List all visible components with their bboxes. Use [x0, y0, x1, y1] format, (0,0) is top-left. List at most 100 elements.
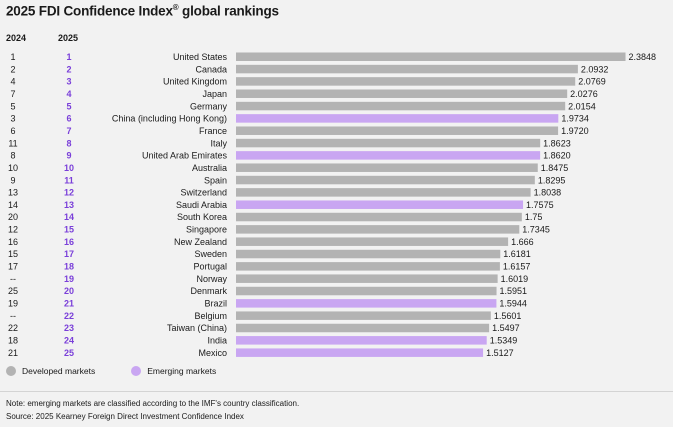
legend-emerging: Emerging markets [131, 366, 216, 376]
rank-2024: 6 [10, 126, 15, 136]
bar [236, 114, 559, 123]
rank-2025: 13 [64, 200, 74, 210]
value-label: 1.8623 [543, 138, 571, 148]
value-label: 1.666 [511, 237, 534, 247]
rank-2024: 22 [8, 323, 18, 333]
rank-2024: 11 [8, 138, 17, 148]
bar [236, 336, 487, 345]
value-label: 2.0154 [568, 101, 596, 111]
value-label: 1.8038 [534, 188, 562, 198]
category-label: Singapore [186, 225, 227, 235]
category-label: United Kingdom [163, 77, 227, 87]
rank-2025: 1 [66, 52, 71, 62]
value-label: 1.75 [525, 212, 543, 222]
rank-2025: 21 [64, 299, 74, 309]
rank-2024: 3 [10, 114, 15, 124]
value-label: 1.9734 [561, 114, 589, 124]
bar [236, 200, 524, 209]
bar [236, 311, 491, 320]
chart-title: 2025 FDI Confidence Index® global rankin… [6, 3, 279, 19]
bar [236, 212, 522, 222]
rank-2025: 12 [64, 188, 74, 198]
category-label: Canada [195, 64, 227, 74]
rank-2024: 5 [10, 101, 15, 111]
category-label: Switzerland [180, 188, 227, 198]
value-label: 1.5349 [490, 336, 518, 346]
value-label: 1.6019 [501, 274, 529, 284]
bar [236, 126, 559, 135]
rank-2024: 7 [10, 89, 15, 99]
value-label: 1.5497 [492, 323, 520, 333]
value-label: 1.7575 [526, 200, 554, 210]
bar [236, 323, 490, 333]
rank-2025: 3 [66, 77, 71, 87]
footnote: Note: emerging markets are classified ac… [6, 399, 300, 408]
bar [236, 299, 497, 308]
rank-2024: 14 [8, 200, 18, 210]
category-label: China (including Hong Kong) [112, 114, 227, 124]
bar [236, 175, 535, 185]
bar [236, 237, 509, 246]
legend-emerging-swatch [131, 366, 142, 376]
value-label: 2.3848 [629, 52, 657, 62]
value-label: 1.8295 [538, 175, 566, 185]
rank-2025: 18 [64, 262, 74, 272]
category-label: United Arab Emirates [142, 151, 228, 161]
rank-2024: 18 [8, 336, 18, 346]
rank-2024: 4 [10, 77, 15, 87]
category-label: Italy [210, 138, 227, 148]
category-label: Norway [196, 274, 227, 284]
category-label: Saudi Arabia [176, 200, 227, 210]
bar [236, 77, 576, 86]
category-label: Mexico [198, 348, 227, 358]
bar [236, 262, 500, 271]
rank-2024: 20 [8, 212, 18, 222]
bar [236, 151, 541, 160]
rank-2024: 17 [8, 262, 18, 272]
rank-2024: 8 [10, 151, 15, 161]
category-label: Brazil [204, 299, 227, 309]
source-note: Source: 2025 Kearney Foreign Direct Inve… [6, 412, 244, 421]
bar [236, 225, 520, 234]
header-2024: 2024 [6, 33, 27, 43]
rank-2024: 2 [10, 64, 15, 74]
rank-2024: 15 [8, 249, 18, 259]
rank-2025: 9 [66, 151, 71, 161]
rank-2025: 6 [66, 114, 71, 124]
legend-developed-label: Developed markets [22, 366, 96, 376]
rank-2025: 19 [64, 274, 74, 284]
bar [236, 89, 568, 98]
rank-2025: 24 [64, 336, 74, 346]
bar [236, 286, 497, 296]
value-label: 1.5127 [486, 348, 514, 358]
rank-2025: 16 [64, 237, 74, 247]
rank-2024: 1 [10, 52, 15, 62]
bar [236, 188, 531, 197]
rank-2025: 11 [64, 175, 74, 185]
rank-2025: 8 [66, 138, 71, 148]
rank-2025: 10 [64, 163, 74, 173]
rank-2025: 7 [66, 126, 71, 136]
rank-2025: 17 [64, 249, 74, 259]
category-label: France [199, 126, 227, 136]
value-label: 1.6157 [503, 262, 531, 272]
category-label: Taiwan (China) [167, 323, 227, 333]
value-label: 2.0769 [578, 77, 606, 87]
bar [236, 163, 538, 172]
header-2025: 2025 [58, 33, 79, 43]
category-label: Portugal [193, 262, 227, 272]
rank-2024: -- [10, 274, 16, 284]
rank-2025: 25 [64, 348, 74, 358]
rank-2024: 19 [8, 299, 18, 309]
rank-2024: 13 [8, 188, 18, 198]
category-label: New Zealand [174, 237, 227, 247]
rank-2024: 21 [8, 348, 18, 358]
value-label: 1.5944 [499, 299, 527, 309]
bar [236, 274, 498, 283]
rank-2024: 25 [8, 286, 18, 296]
rank-2025: 2 [66, 64, 71, 74]
rank-2024: -- [10, 311, 16, 321]
rank-2025: 14 [64, 212, 74, 222]
category-label: Belgium [194, 311, 227, 321]
